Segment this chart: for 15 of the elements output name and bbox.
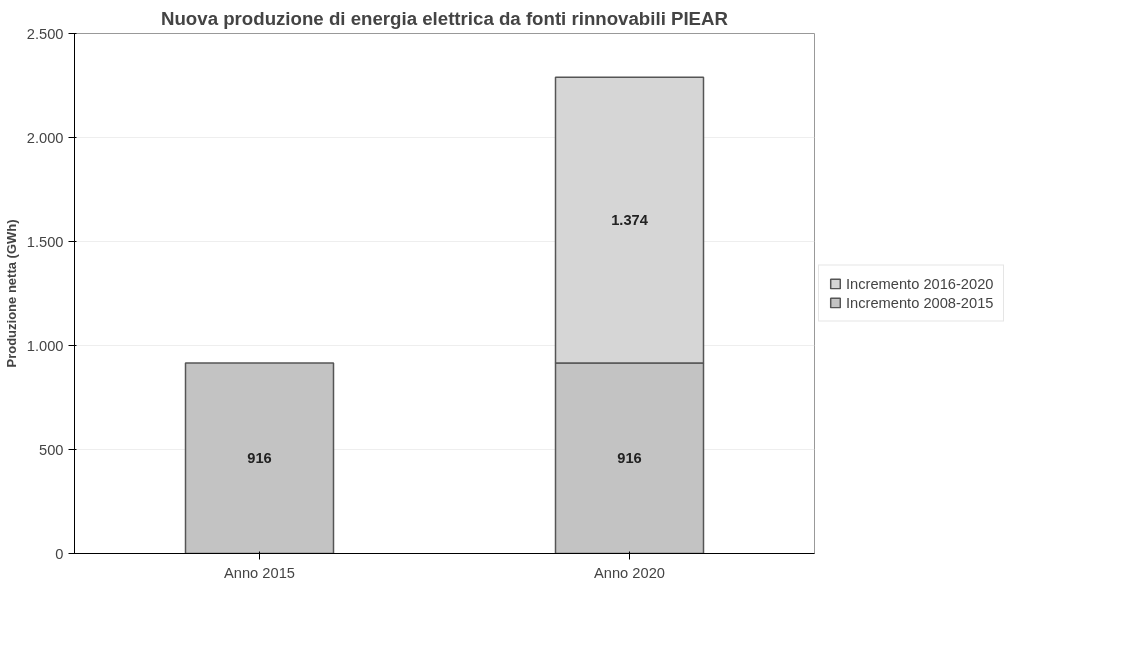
data-label: 916 [617,450,642,467]
y-tick-label: 2.000 [26,129,64,146]
y-tick-label: 500 [39,441,64,458]
y-tick-label: 2.500 [26,25,64,42]
legend-label: Incremento 2016-2020 [846,275,994,292]
y-axis-title: Produzione netta (GWh) [3,219,19,368]
y-tick-label: 1.500 [26,233,64,250]
y-tick-label: 1.000 [26,337,64,354]
chart-title: Nuova produzione di energia elettrica da fonti rinnovabili PIEAR [160,7,729,29]
x-tick-label: Anno 2015 [224,564,295,581]
data-label: 916 [247,450,272,467]
x-tick-label: Anno 2020 [594,564,665,581]
y-tick-label: 0 [55,545,64,562]
data-label: 1.374 [611,212,649,229]
legend-label: Incremento 2008-2015 [846,294,994,311]
